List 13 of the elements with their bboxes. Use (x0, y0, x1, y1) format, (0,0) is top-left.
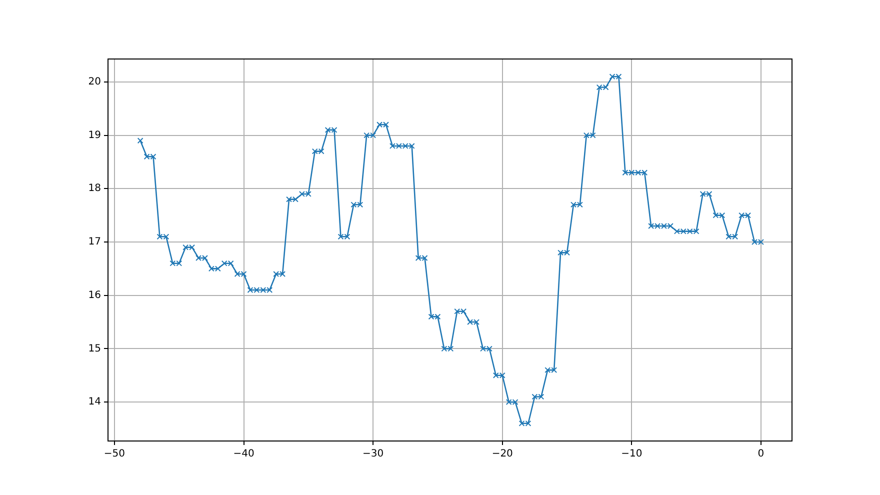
x-tick-label: 0 (758, 448, 764, 460)
y-tick-label: 19 (88, 130, 101, 141)
x-tick-label: −10 (621, 448, 642, 460)
x-tick-label: −30 (362, 448, 384, 460)
y-tick-label: 20 (88, 76, 101, 88)
x-tick-label: −40 (233, 448, 254, 460)
y-tick-label: 17 (88, 236, 101, 248)
y-tick-label: 18 (88, 183, 101, 194)
y-tick-label: 16 (88, 290, 101, 301)
x-tick-label: −50 (104, 448, 126, 460)
y-tick-label: 14 (88, 396, 101, 408)
y-tick-label: 15 (88, 343, 101, 354)
x-tick-label: −20 (492, 448, 513, 460)
